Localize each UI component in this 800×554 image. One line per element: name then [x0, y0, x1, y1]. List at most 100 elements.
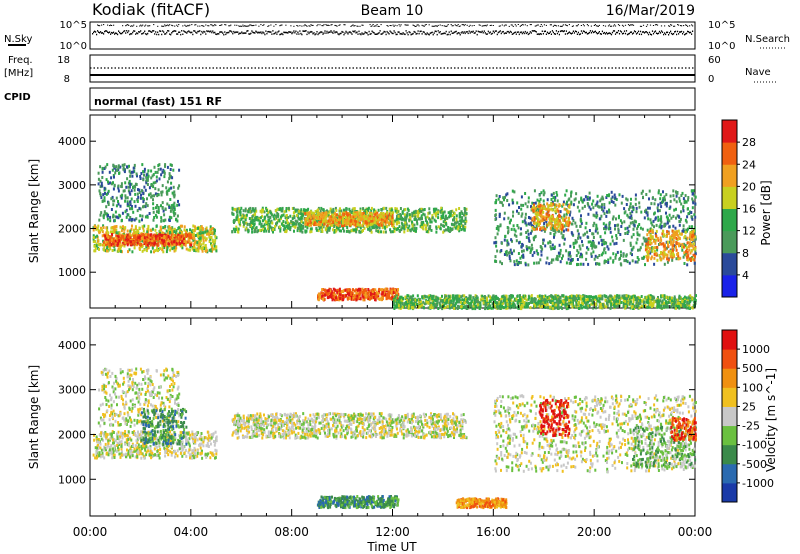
power-cell: [109, 181, 112, 185]
power-cell: [359, 297, 362, 301]
nsearch-sample: [97, 24, 99, 26]
nsearch-sample: [503, 25, 505, 27]
nsearch-sample: [412, 24, 414, 26]
power-cell: [286, 223, 289, 227]
nsky-sample: [395, 33, 397, 36]
power-cell: [451, 223, 454, 227]
nsky-sample: [651, 30, 654, 32]
nsearch-sample: [131, 25, 133, 27]
nsky-sample: [306, 33, 308, 36]
power-cell: [281, 209, 284, 213]
power-cell: [668, 300, 671, 304]
nsky-sample: [259, 32, 261, 34]
nsky-sample: [314, 33, 316, 36]
nsearch-sample: [334, 24, 336, 26]
nsky-sample: [185, 31, 187, 34]
power-cell: [334, 229, 336, 232]
power-cell: [329, 289, 332, 293]
power-cell: [168, 215, 171, 219]
power-cell: [459, 219, 462, 223]
power-cell: [242, 209, 245, 213]
power-cell: [258, 222, 261, 226]
power-cell: [617, 304, 620, 308]
date-title: 16/Mar/2019: [606, 3, 695, 19]
power-cell: [321, 222, 324, 226]
power-cell: [400, 295, 403, 299]
power-cell: [317, 223, 320, 227]
power-cell: [260, 210, 263, 214]
power-cell: [129, 203, 132, 207]
nsearch-sample: [212, 25, 214, 27]
power-cell: [321, 227, 324, 231]
nsearch-sample: [517, 24, 519, 25]
power-cell: [339, 218, 341, 222]
power-cell: [284, 221, 287, 225]
nsky-sample: [398, 31, 400, 33]
nsearch-sample: [631, 24, 634, 26]
power-cell: [422, 220, 425, 224]
nsky-sample: [689, 31, 691, 34]
nsearch-sample: [456, 25, 458, 27]
nsky-sample: [375, 33, 377, 35]
power-cell: [133, 188, 136, 192]
power-cell: [411, 211, 414, 215]
nsky-sample: [277, 31, 279, 33]
nsky-sample: [673, 33, 675, 35]
nsky-sample: [276, 33, 278, 35]
power-cell: [160, 235, 163, 239]
nsky-trace: [92, 24, 694, 36]
nsky-sample: [611, 31, 614, 34]
nsky-sample: [355, 32, 357, 34]
power-cell: [211, 227, 214, 231]
power-cell: [367, 288, 370, 291]
power-cell: [181, 224, 183, 228]
nsearch-sample: [311, 24, 313, 26]
power-cell: [688, 300, 691, 304]
power-cell: [126, 196, 129, 200]
power-cell: [185, 228, 188, 232]
power-cell: [238, 222, 241, 226]
nsky-sample: [399, 33, 401, 35]
power-cell: [154, 241, 157, 245]
power-cell: [181, 230, 183, 234]
nsearch-sample: [418, 25, 420, 27]
power-cell: [328, 218, 331, 222]
nsearch-sample: [521, 24, 523, 26]
power-cell: [267, 210, 270, 214]
nsearch-sample: [541, 25, 543, 27]
nsky-sample: [230, 30, 232, 32]
power-cell: [473, 298, 476, 302]
power-cell: [145, 175, 148, 179]
nsearch-sample: [147, 25, 149, 27]
nsearch-sample: [686, 24, 688, 26]
nsky-sample: [452, 32, 454, 34]
nsearch-sample: [444, 25, 446, 27]
power-cell: [381, 290, 384, 294]
power-cell: [286, 221, 289, 225]
power-cell: [405, 222, 408, 226]
nsky-sample: [485, 33, 487, 35]
power-cell: [163, 246, 166, 250]
power-cell: [332, 213, 335, 217]
power-cell: [248, 217, 251, 220]
power-cell: [153, 194, 156, 198]
power-cell: [385, 225, 388, 229]
nsearch-sample: [423, 25, 425, 27]
nsky-sample: [381, 33, 383, 35]
power-cell: [193, 237, 196, 240]
power-cell: [365, 218, 368, 222]
nsky-sample: [324, 30, 326, 32]
power-cell: [122, 225, 124, 229]
power-cell: [337, 218, 340, 222]
power-cell: [520, 296, 523, 300]
power-cell: [358, 295, 361, 299]
power-cell: [364, 212, 367, 216]
power-cell: [359, 209, 362, 213]
power-cell: [105, 226, 108, 230]
nsearch-sample: [572, 25, 574, 27]
power-cell: [152, 198, 154, 202]
power-cell: [160, 219, 163, 223]
nsearch-sample: [550, 24, 552, 26]
power-cell: [356, 225, 359, 229]
nsearch-sample: [530, 24, 532, 26]
